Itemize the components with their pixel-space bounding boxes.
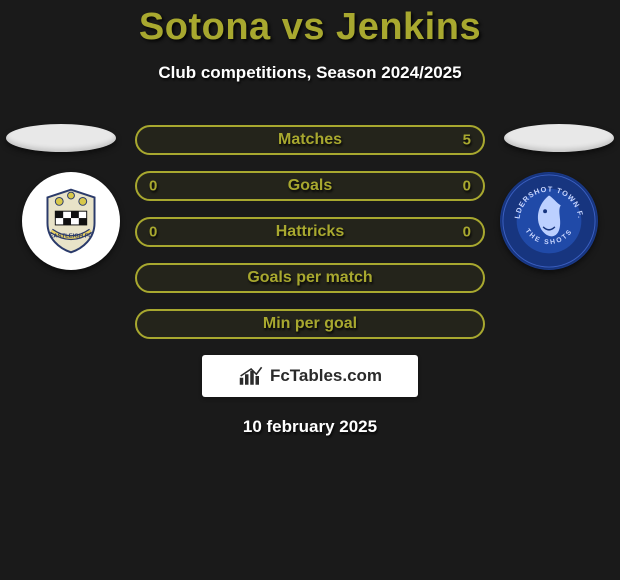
bar-chart-icon <box>238 365 266 387</box>
subtitle: Club competitions, Season 2024/2025 <box>0 63 620 83</box>
branding-text: FcTables.com <box>270 366 382 386</box>
team-right-crest: ALDERSHOT TOWN F.C THE SHOTS <box>500 172 598 270</box>
stat-row-goals: 0 Goals 0 <box>135 171 485 201</box>
date-text: 10 february 2025 <box>0 417 620 437</box>
stat-right-value: 0 <box>463 178 471 195</box>
stat-row-min-per-goal: Min per goal <box>135 309 485 339</box>
branding-badge: FcTables.com <box>202 355 418 397</box>
team-left-crest: EASTLEIGH FC <box>22 172 120 270</box>
page-title: Sotona vs Jenkins <box>0 0 620 49</box>
stat-row-matches: Matches 5 <box>135 125 485 155</box>
stat-row-hattricks: 0 Hattricks 0 <box>135 217 485 247</box>
stat-left-value: 0 <box>149 224 157 241</box>
stat-label: Hattricks <box>276 223 344 241</box>
svg-text:EASTLEIGH FC: EASTLEIGH FC <box>49 234 93 240</box>
stat-right-value: 0 <box>463 224 471 241</box>
player-left-placeholder <box>6 124 116 152</box>
stat-label: Goals per match <box>247 269 372 287</box>
stat-left-value: 0 <box>149 178 157 195</box>
stat-label: Min per goal <box>263 315 357 333</box>
player-right-placeholder <box>504 124 614 152</box>
stat-label: Goals <box>288 177 332 195</box>
stat-row-goals-per-match: Goals per match <box>135 263 485 293</box>
stat-right-value: 5 <box>463 132 471 149</box>
stat-label: Matches <box>278 131 342 149</box>
